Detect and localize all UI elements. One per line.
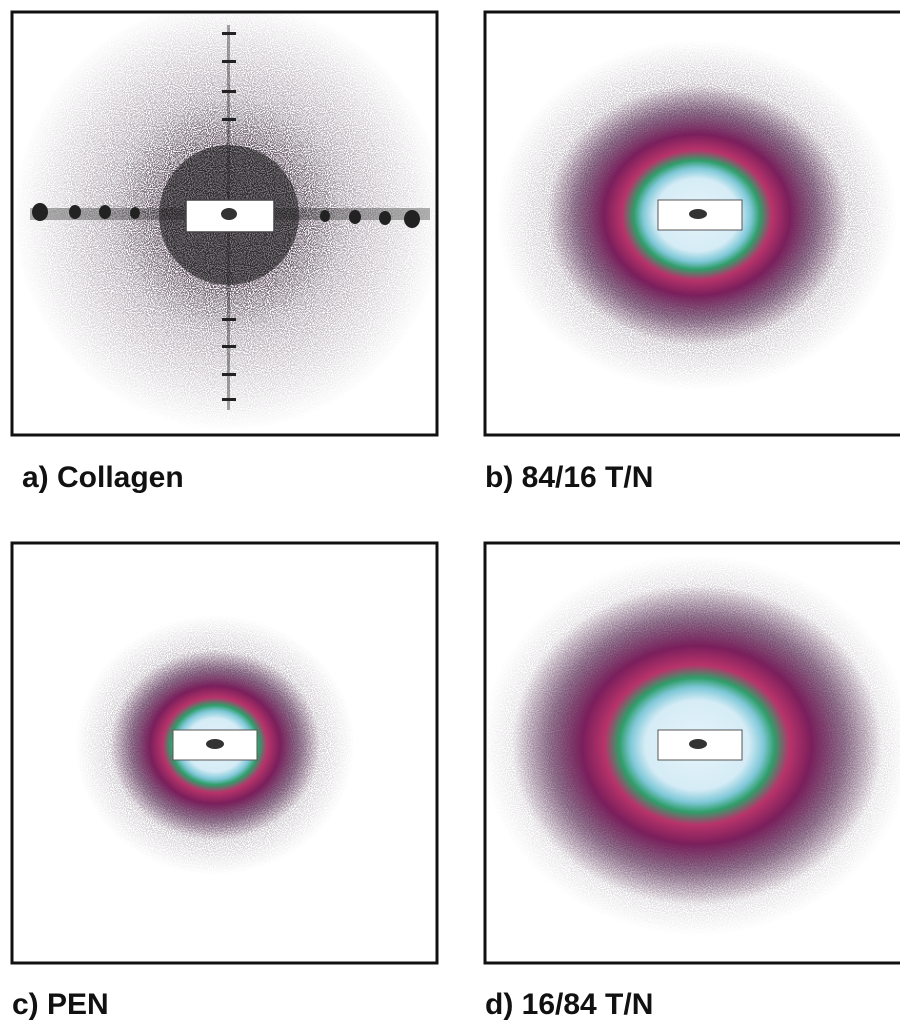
panel-label: c) PEN (12, 988, 109, 1021)
panel-label: a) Collagen (22, 461, 184, 494)
panel-label: b) 84/16 T/N (485, 461, 653, 494)
pattern-b (497, 40, 897, 390)
panel-label: d) 16/84 T/N (485, 988, 653, 1021)
pattern-a (14, 0, 444, 430)
figure: a) Collagen b) 84/16 T/N c) PEN d) 16/84… (0, 0, 900, 1021)
pattern-d (482, 555, 900, 935)
page: a) Collagen b) 84/16 T/N c) PEN d) 16/84… (0, 0, 900, 1021)
pattern-c (75, 615, 355, 875)
